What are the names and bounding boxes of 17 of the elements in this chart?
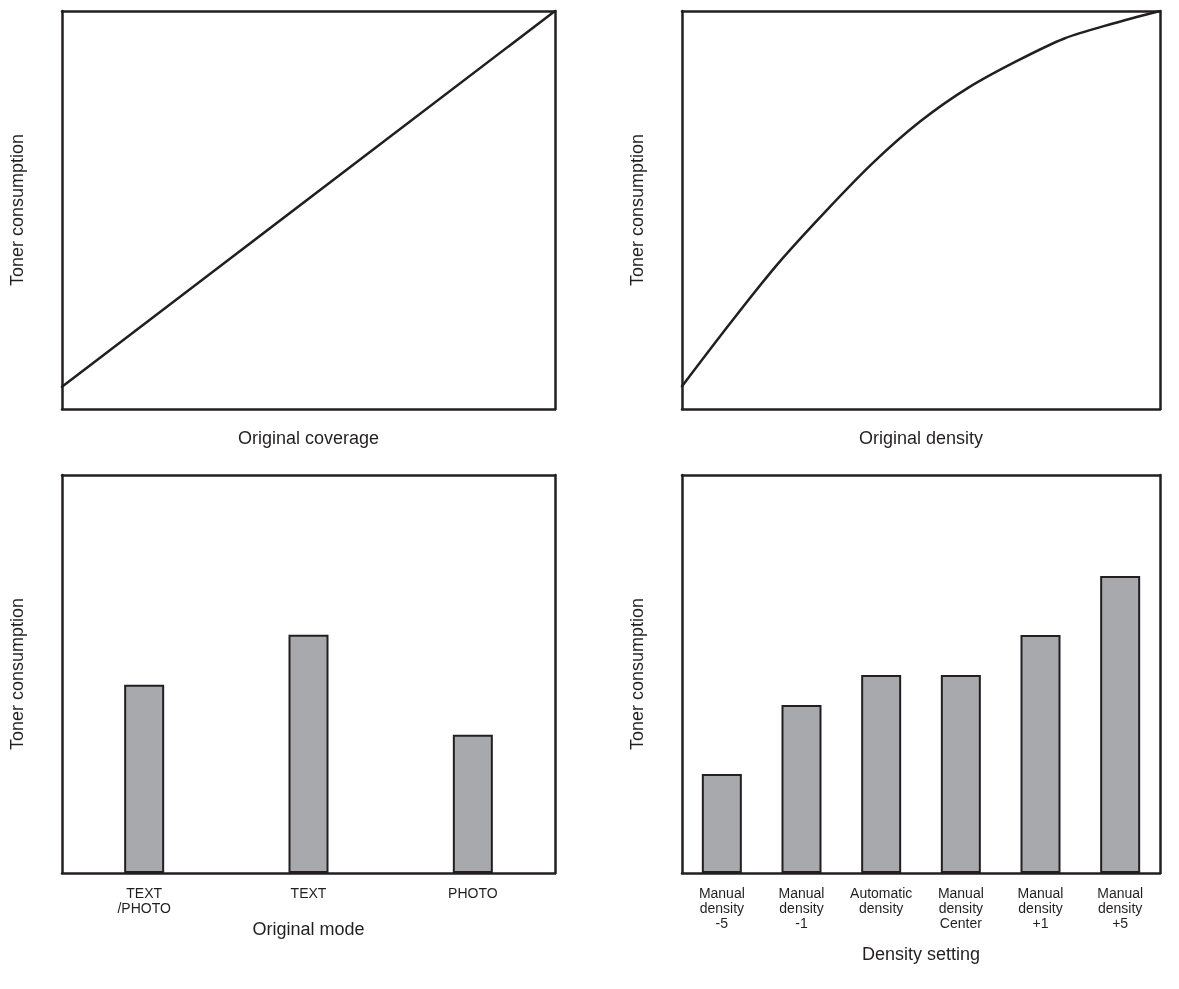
x-tick-label: TEXT /PHOTO: [117, 884, 171, 916]
x-axis-title: Density setting: [861, 944, 981, 964]
x-tick-label: Manual density -1: [778, 884, 825, 931]
x-tick-label: PHOTO: [448, 884, 498, 901]
x-axis-title: Original coverage: [237, 428, 380, 448]
x-tick-label: Manual density Center: [937, 884, 984, 931]
x-tick-label: Manual density -5: [698, 884, 745, 931]
x-tick-label: Automatic density: [850, 884, 913, 916]
x-tick-label: Manual density +5: [1097, 884, 1144, 931]
x-axis-title: Original density: [858, 428, 984, 448]
y-axis-title: Toner consumption: [627, 133, 647, 287]
y-axis-title: Toner consumption: [7, 597, 27, 751]
x-axis-title: Original mode: [252, 918, 365, 939]
y-axis-title: Toner consumption: [627, 597, 647, 751]
x-tick-label: Manual density +1: [1017, 884, 1064, 931]
y-axis-title: Toner consumption: [7, 133, 27, 287]
x-tick-label: TEXT: [290, 884, 327, 901]
